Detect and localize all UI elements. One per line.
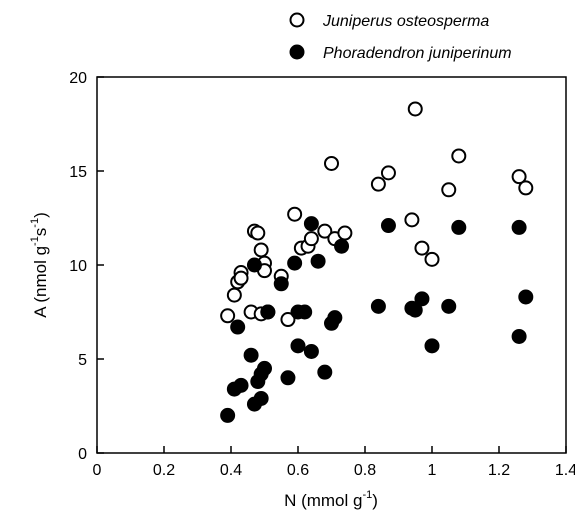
x-tick-label: 1.4 bbox=[555, 462, 575, 479]
data-point-phoradendron bbox=[327, 310, 343, 326]
x-tick-label: 0.4 bbox=[220, 462, 242, 479]
data-point-phoradendron bbox=[414, 291, 430, 307]
data-point-juniperus bbox=[317, 223, 333, 239]
data-point-phoradendron bbox=[287, 255, 303, 271]
data-point-juniperus bbox=[287, 206, 303, 222]
data-point-juniperus bbox=[380, 165, 396, 181]
data-point-phoradendron bbox=[246, 257, 262, 273]
data-point-juniperus bbox=[414, 240, 430, 256]
x-axis-label: N (mmol g-1) bbox=[284, 489, 378, 510]
x-tick-label: 0.2 bbox=[153, 462, 175, 479]
y-tick-label: 5 bbox=[78, 352, 87, 369]
data-point-phoradendron bbox=[220, 407, 236, 423]
data-point-juniperus bbox=[303, 231, 319, 247]
legend-label-juniperus: Juniperus osteosperma bbox=[322, 13, 489, 30]
data-point-phoradendron bbox=[243, 347, 259, 363]
data-point-juniperus bbox=[280, 312, 296, 328]
data-point-juniperus bbox=[424, 251, 440, 267]
x-tick-label: 0 bbox=[93, 462, 102, 479]
data-point-phoradendron bbox=[380, 218, 396, 234]
data-point-phoradendron bbox=[257, 360, 272, 376]
data-point-phoradendron bbox=[273, 276, 289, 292]
data-point-phoradendron bbox=[334, 238, 350, 254]
data-point-phoradendron bbox=[511, 328, 527, 344]
legend-label-phoradendron: Phoradendron juniperinum bbox=[323, 45, 512, 62]
data-point-juniperus bbox=[370, 176, 386, 192]
data-point-phoradendron bbox=[297, 304, 313, 320]
x-tick-label: 1.2 bbox=[488, 462, 510, 479]
data-points bbox=[220, 101, 534, 423]
data-point-juniperus bbox=[250, 225, 266, 241]
data-point-juniperus bbox=[324, 155, 339, 171]
data-point-phoradendron bbox=[451, 219, 467, 235]
data-point-phoradendron bbox=[407, 302, 423, 318]
data-point-phoradendron bbox=[290, 338, 306, 354]
legend-marker-phoradendron bbox=[289, 44, 305, 60]
data-point-phoradendron bbox=[511, 219, 527, 235]
data-point-phoradendron bbox=[370, 298, 386, 314]
data-point-juniperus bbox=[518, 180, 534, 196]
data-point-juniperus bbox=[451, 148, 467, 164]
plot-area bbox=[96, 76, 567, 454]
legend-marker-juniperus bbox=[289, 12, 305, 28]
data-point-phoradendron bbox=[303, 343, 319, 359]
x-tick-label: 0.6 bbox=[287, 462, 309, 479]
data-point-juniperus bbox=[226, 287, 242, 303]
data-point-phoradendron bbox=[230, 319, 246, 335]
data-point-phoradendron bbox=[317, 364, 333, 380]
legend: Juniperus osteosperma Phoradendron junip… bbox=[289, 12, 512, 62]
y-tick-label: 15 bbox=[69, 164, 87, 181]
data-point-juniperus bbox=[441, 182, 457, 198]
data-point-phoradendron bbox=[260, 304, 276, 320]
data-point-phoradendron bbox=[424, 338, 440, 354]
y-tick-label: 10 bbox=[69, 258, 87, 275]
x-tick-label: 1 bbox=[428, 462, 437, 479]
data-point-phoradendron bbox=[518, 289, 534, 305]
y-axis-label: A (nmol g-1s-1) bbox=[29, 212, 50, 318]
y-tick-label: 0 bbox=[78, 446, 87, 463]
data-point-juniperus bbox=[233, 270, 249, 286]
data-point-phoradendron bbox=[233, 377, 249, 393]
data-point-juniperus bbox=[404, 212, 420, 228]
x-axis: 0 0.2 0.4 0.6 0.8 1 1.2 1.4 bbox=[93, 446, 575, 479]
data-point-phoradendron bbox=[303, 216, 319, 232]
data-point-juniperus bbox=[407, 101, 423, 117]
x-tick-label: 0.8 bbox=[354, 462, 376, 479]
data-point-juniperus bbox=[220, 308, 236, 324]
data-point-juniperus bbox=[337, 225, 353, 241]
data-point-phoradendron bbox=[280, 370, 296, 386]
data-point-juniperus bbox=[253, 242, 269, 258]
y-tick-label: 20 bbox=[69, 70, 87, 87]
data-point-phoradendron bbox=[441, 298, 457, 314]
data-point-phoradendron bbox=[253, 390, 269, 406]
y-axis: 0 5 10 15 20 bbox=[69, 70, 104, 463]
data-point-phoradendron bbox=[310, 253, 326, 269]
data-point-juniperus bbox=[511, 169, 527, 185]
